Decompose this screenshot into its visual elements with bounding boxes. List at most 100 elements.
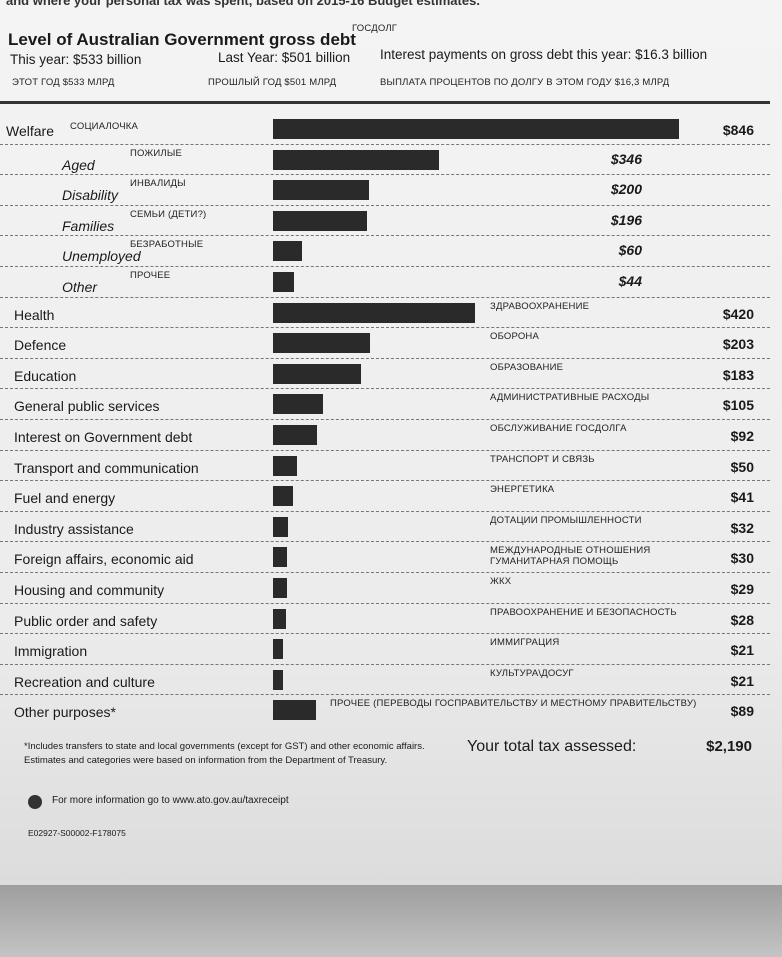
row-divider <box>0 449 770 451</box>
row-label: Recreation and culture <box>14 673 155 690</box>
row-divider <box>0 663 770 665</box>
value-label: $92 <box>730 428 754 444</box>
row-divider <box>0 694 770 696</box>
background <box>0 885 782 957</box>
row-divider <box>0 541 770 543</box>
row-label-ru: ПРАВООХРАНЕНИЕ И БЕЗОПАСНОСТЬ <box>490 606 677 618</box>
row-label-ru: ПРОЧЕЕ (ПЕРЕВОДЫ ГОСПРАВИТЕЛЬСТВУ И МЕСТ… <box>330 698 697 710</box>
row-label-ru: ЖКХ <box>490 576 512 587</box>
this-year-ru: ЭТОТ ГОД $533 МЛРД <box>12 77 115 88</box>
footnote: *Includes transfers to state and local g… <box>24 741 425 752</box>
bar <box>273 149 440 170</box>
row-label-ru: ИММИГРАЦИЯ <box>490 637 560 649</box>
document-code: E02927-S00002-F178075 <box>28 828 126 838</box>
row-label-ru: ЗДРАВООХРАНЕНИЕ <box>490 300 590 312</box>
row-divider <box>0 327 770 329</box>
row-label-ru: ОБОРОНА <box>490 331 540 343</box>
intro: and where your personal tax was spent, b… <box>6 0 480 8</box>
value-label: $89 <box>730 703 754 720</box>
row-divider <box>0 357 770 359</box>
row-label-ru: ЭНЕРГЕТИКА <box>490 484 555 496</box>
bar <box>273 700 316 721</box>
row-label-ru: ОБРАЗОВАНИЕ <box>490 361 564 373</box>
row-label: Education <box>14 367 77 384</box>
row-label: General public services <box>14 398 160 415</box>
row-label: Other <box>62 279 98 295</box>
value-label: $200 <box>610 181 642 198</box>
bar <box>273 608 287 629</box>
row-label-ru: ДОТАЦИИ ПРОМЫШЛЕННОСТИ <box>490 514 642 526</box>
bar <box>273 302 475 323</box>
rule <box>0 101 770 104</box>
bar <box>273 210 368 231</box>
row-label: Public order and safety <box>14 612 158 629</box>
bar <box>273 425 318 445</box>
row-label-ru: ПОЖИЛЫЕ <box>130 147 182 159</box>
row-divider <box>0 388 770 390</box>
row-divider <box>0 143 770 145</box>
total-value: $2,190 <box>706 738 752 755</box>
bar <box>273 516 289 537</box>
bar <box>273 486 293 507</box>
row-label-ru: КУЛЬТУРА\ДОСУГ <box>490 667 574 679</box>
row-label: Disability <box>62 187 119 204</box>
value-label: $846 <box>722 122 754 138</box>
info-text: For more information go to www.ato.gov.a… <box>52 795 289 806</box>
row-label: Fuel and energy <box>14 490 116 507</box>
bar <box>273 669 284 690</box>
row-label-ru: СОЦИАЛОЧКА <box>70 121 139 132</box>
bar <box>273 394 324 415</box>
row-label: Families <box>62 217 115 234</box>
row-divider <box>0 204 770 206</box>
row-label-ru: СЕМЬИ (ДЕТИ?) <box>130 208 207 220</box>
value-label: $346 <box>610 150 642 167</box>
info-icon <box>28 795 42 809</box>
bar <box>273 547 288 568</box>
value-label: $32 <box>730 519 754 536</box>
row-label: Aged <box>62 156 95 173</box>
value-label: $44 <box>618 273 642 289</box>
last-year: Last Year: $501 billion <box>218 50 351 65</box>
value-label: $21 <box>730 672 754 689</box>
total-label: Your total tax assessed: <box>467 738 637 755</box>
debt-title-ru: ГОСДОЛГ <box>352 23 398 34</box>
row-label: Other purposes* <box>14 704 116 721</box>
value-label: $196 <box>610 211 642 228</box>
footnote: Estimates and categories were based on i… <box>24 755 388 766</box>
row-divider <box>0 235 770 237</box>
value-label: $60 <box>618 242 642 259</box>
row-divider <box>0 633 770 635</box>
row-label: Welfare <box>6 123 54 139</box>
value-label: $183 <box>722 366 754 383</box>
value-label: $420 <box>722 305 754 322</box>
row-divider <box>0 602 770 604</box>
row-label: Foreign affairs, economic aid <box>14 551 194 568</box>
row-label: Unemployed <box>62 248 141 265</box>
debt-title: Level of Australian Government gross deb… <box>8 30 356 49</box>
row-divider <box>0 572 770 573</box>
paper <box>0 0 782 885</box>
row-label-ru: ТРАНСПОРТ И СВЯЗЬ <box>490 453 595 465</box>
interest: Interest payments on gross debt this yea… <box>380 47 708 62</box>
row-label-ru: ПРОЧЕЕ <box>130 270 171 281</box>
row-label: Housing and community <box>14 582 165 598</box>
bar <box>273 119 680 139</box>
row-divider <box>0 510 770 512</box>
row-label-ru: АДМИНИСТРАТИВНЫЕ РАСХОДЫ <box>490 392 650 404</box>
row-label-ru: ОБСЛУЖИВАНИЕ ГОСДОЛГА <box>490 423 627 434</box>
bar <box>273 180 369 201</box>
last-year-ru: ПРОШЛЫЙ ГОД $501 МЛРД <box>208 77 337 88</box>
bar <box>273 333 371 354</box>
row-label-ru: МЕЖДУНАРОДНЫЕ ОТНОШЕНИЯ <box>490 545 651 557</box>
row-label-ru: ГУМАНИТАРНАЯ ПОМОЩЬ <box>490 556 619 568</box>
value-label: $30 <box>730 550 754 567</box>
bar <box>273 272 295 292</box>
row-divider <box>0 419 770 420</box>
interest-ru: ВЫПЛАТА ПРОЦЕНТОВ ПО ДОЛГУ В ЭТОМ ГОДУ $… <box>380 77 670 88</box>
bar <box>273 363 361 384</box>
row-label: Industry assistance <box>14 520 134 537</box>
bar <box>273 455 297 476</box>
row-divider <box>0 480 770 482</box>
bar <box>273 241 302 262</box>
